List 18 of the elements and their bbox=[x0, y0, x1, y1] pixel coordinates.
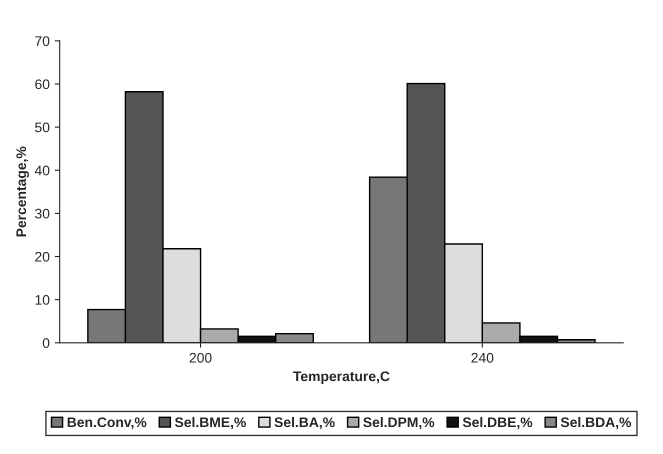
y-tick-label: 30 bbox=[35, 208, 50, 219]
legend-label: Sel.BA,% bbox=[274, 416, 335, 430]
y-tick-label: 0 bbox=[42, 338, 50, 348]
x-axis-title: Temperature,C bbox=[293, 371, 390, 384]
y-tick-label: 70 bbox=[35, 36, 50, 46]
y-axis-title: Percentage,% bbox=[16, 146, 29, 236]
legend-label: Ben.Conv,% bbox=[68, 417, 146, 430]
legend-label: Sel.DPM,% bbox=[363, 416, 434, 430]
y-tick-label: 60 bbox=[35, 79, 50, 90]
y-tick-label: 20 bbox=[35, 252, 50, 262]
y-tick-label: 10 bbox=[36, 294, 50, 305]
y-tick-label: 50 bbox=[35, 122, 50, 132]
legend-label: Sel.BME,% bbox=[174, 416, 246, 430]
legend-label: Sel.BDA,% bbox=[560, 416, 632, 430]
x-tick-label: 200 bbox=[190, 352, 212, 363]
x-tick-label: 240 bbox=[471, 352, 494, 363]
y-tick-label: 40 bbox=[34, 166, 50, 176]
legend-label: Sel.DBE,% bbox=[462, 416, 532, 430]
